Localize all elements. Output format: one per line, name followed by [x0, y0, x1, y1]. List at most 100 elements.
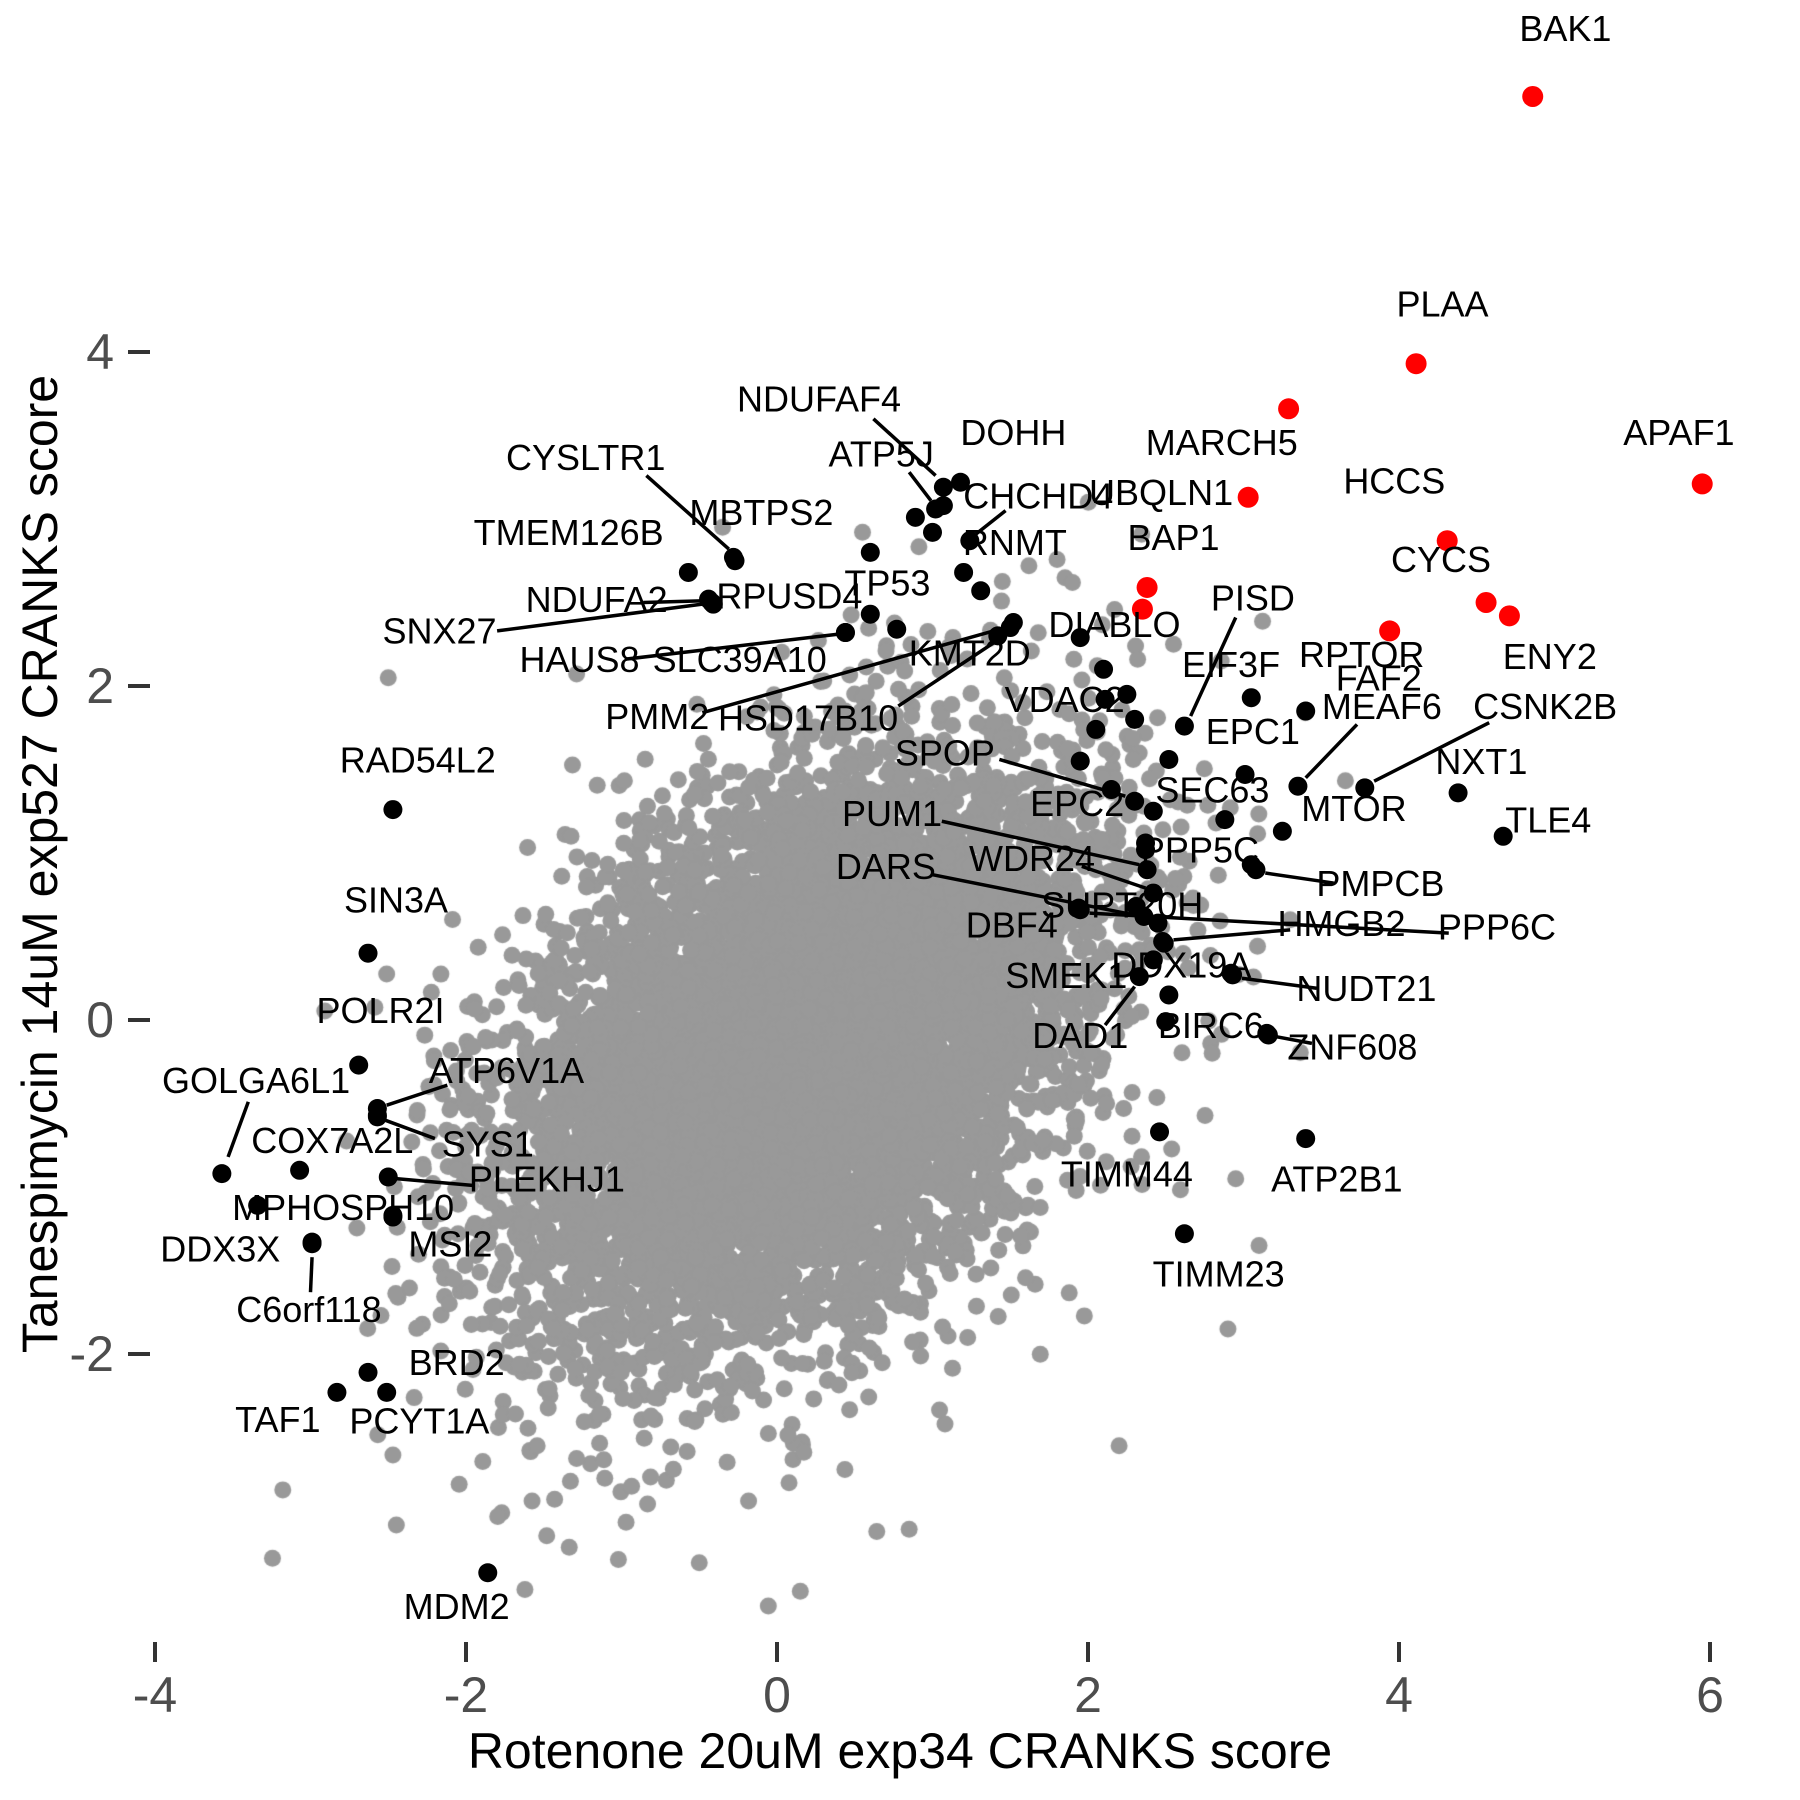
dot-PLEKHJ1 — [378, 1167, 398, 1187]
gene-label-MBTPS2: MBTPS2 — [689, 492, 833, 533]
gene-label-TLE4: TLE4 — [1505, 799, 1591, 840]
gene-label-WDR24: WDR24 — [969, 838, 1095, 879]
leader-line-C6orf118 — [308, 1257, 314, 1293]
dot-MPHOSPH10 — [248, 1195, 268, 1215]
gene-label-PMPCB: PMPCB — [1316, 863, 1444, 904]
gene-label-ENY2: ENY2 — [1503, 636, 1597, 677]
dot-MARCH5 — [1278, 398, 1300, 420]
dot-SNX27 — [703, 594, 723, 614]
gene-label-RPTOR: RPTOR — [1299, 634, 1424, 675]
dot-PISD — [1174, 716, 1194, 736]
gene-label-BRD2: BRD2 — [409, 1342, 505, 1383]
x-axis-tick-label: 2 — [1074, 1667, 1102, 1723]
leader-line-NDUFA2 — [643, 599, 701, 605]
gene-label-SUPT20H: SUPT20H — [1041, 885, 1203, 926]
gene-label-EIF3F: EIF3F — [1182, 644, 1280, 685]
gene-label-SNX27: SNX27 — [383, 611, 497, 652]
extra-black-point — [1159, 985, 1179, 1005]
gene-label-TIMM44: TIMM44 — [1061, 1153, 1193, 1194]
dot-ZNF608 — [1258, 1025, 1278, 1045]
leader-line-MEAF6 — [1304, 723, 1359, 780]
dot-NDUFAF4 — [933, 477, 953, 497]
extra-black-point — [1117, 684, 1137, 704]
leader-line-DAD1 — [1103, 985, 1137, 1027]
gene-label-SPOP: SPOP — [895, 733, 995, 774]
dot-PCYT1A — [377, 1382, 397, 1402]
gene-label-RPUSD4: RPUSD4 — [716, 576, 862, 617]
gene-label-BIRC6: BIRC6 — [1158, 1005, 1264, 1046]
gene-label-HCCS: HCCS — [1343, 460, 1445, 501]
gene-label-ATP6V1A: ATP6V1A — [429, 1050, 584, 1091]
dot-VDAC2 — [1095, 689, 1115, 709]
extra-red-point — [1131, 598, 1153, 620]
gene-label-DIABLO: DIABLO — [1048, 604, 1180, 645]
gene-label-POLR2I: POLR2I — [316, 990, 444, 1031]
x-axis-tick-label: 4 — [1385, 1667, 1413, 1723]
gene-label-NXT1: NXT1 — [1435, 741, 1527, 782]
leader-line-WDR24 — [1081, 864, 1147, 890]
gene-label-CYCS: CYCS — [1391, 539, 1491, 580]
gene-label-DOHH: DOHH — [960, 412, 1066, 453]
extra-black-point — [905, 507, 925, 527]
dot-TAF1 — [327, 1382, 347, 1402]
extra-black-point — [923, 522, 942, 542]
dot-ATP5J — [926, 499, 946, 519]
gene-label-CYSLTR1: CYSLTR1 — [506, 437, 665, 478]
extra-black-point — [1101, 780, 1121, 800]
gene-label-PISD: PISD — [1211, 577, 1295, 618]
gene-label-MTOR: MTOR — [1301, 788, 1406, 829]
gene-label-EPC1: EPC1 — [1206, 711, 1300, 752]
dot-TLE4 — [1493, 826, 1513, 846]
gene-label-SEC63: SEC63 — [1155, 769, 1269, 810]
extra-black-point — [971, 581, 991, 601]
leader-line-GOLGA6L1 — [226, 1101, 250, 1158]
x-axis-tick-label: 0 — [763, 1667, 791, 1723]
gene-label-TIMM23: TIMM23 — [1153, 1254, 1285, 1295]
gene-label-PCYT1A: PCYT1A — [349, 1401, 489, 1442]
gene-label-KMT2D: KMT2D — [909, 632, 1031, 673]
gene-label-MARCH5: MARCH5 — [1146, 422, 1298, 463]
gene-label-MPHOSPH10: MPHOSPH10 — [232, 1187, 454, 1228]
extra-black-point — [1086, 719, 1106, 739]
dot-PLAA — [1405, 353, 1427, 375]
dot-FAF2 — [1379, 620, 1401, 642]
y-axis-title: Tanespimycin 14uM exp527 CRANKS score — [12, 374, 68, 1354]
dot-MEAF6 — [1288, 776, 1308, 796]
gene-label-RNMT: RNMT — [963, 522, 1067, 563]
leader-line-HMGB2 — [1173, 928, 1291, 942]
gene-label-BAK1: BAK1 — [1519, 8, 1611, 49]
dot-DIABLO — [1070, 628, 1090, 648]
leader-line-NUDT21 — [1241, 976, 1317, 991]
gene-label-RAD54L2: RAD54L2 — [340, 739, 496, 780]
dot-PUM1 — [1137, 860, 1157, 880]
gene-label-NDUFAF4: NDUFAF4 — [737, 379, 901, 420]
leader-line-SYS1 — [384, 1118, 436, 1141]
dot-CYCS — [1475, 592, 1497, 613]
dot-MBTPS2 — [725, 551, 745, 571]
gene-label-PPP5C: PPP5C — [1141, 830, 1259, 871]
gene-label-PLEKHJ1: PLEKHJ1 — [469, 1159, 625, 1200]
gene-label-HAUS8: HAUS8 — [519, 639, 639, 680]
gene-label-FAF2: FAF2 — [1336, 658, 1422, 699]
dot-EPC2 — [1136, 833, 1156, 853]
extra-black-point — [1125, 709, 1145, 729]
dot-HMGB2 — [1154, 933, 1174, 953]
gene-label-NUDT21: NUDT21 — [1296, 968, 1436, 1009]
gene-label-GOLGA6L1: GOLGA6L1 — [162, 1060, 350, 1101]
dot-PMPCB — [1246, 860, 1266, 880]
y-axis-tick-label: -2 — [70, 1326, 114, 1382]
dot-SEC63 — [1215, 810, 1235, 830]
gene-label-MDM2: MDM2 — [404, 1586, 510, 1627]
gene-label-ATP5J: ATP5J — [828, 434, 933, 475]
dot-SMEK1 — [1143, 950, 1163, 970]
gene-label-VDAC2: VDAC2 — [1005, 679, 1125, 720]
x-axis-tick-label: 6 — [1696, 1667, 1724, 1723]
gene-label-SMEK1: SMEK1 — [1005, 955, 1127, 996]
dot-MTOR — [1272, 821, 1292, 841]
gene-label-EPC2: EPC2 — [1030, 783, 1124, 824]
leader-line-NDUFAF4 — [872, 417, 937, 477]
dot-CSNK2B — [1355, 778, 1375, 798]
